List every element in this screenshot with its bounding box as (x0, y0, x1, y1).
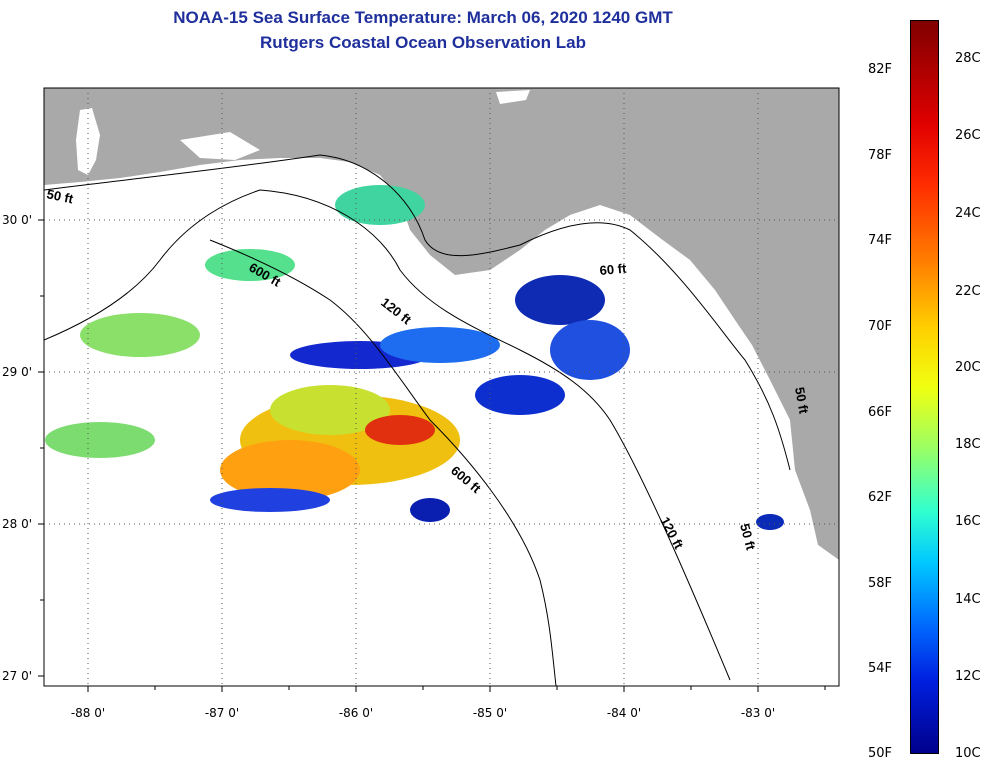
cb-c-10: 10C (955, 746, 981, 761)
contour-label-50ft-nw: 50 ft (45, 186, 75, 206)
cb-f-54: 54F (868, 661, 893, 676)
cb-c-20: 20C (955, 360, 981, 375)
land-bay-inlet (180, 132, 260, 160)
cb-f-50: 50F (868, 746, 893, 761)
lat-label-30: 30 0' (2, 213, 32, 227)
land-mobile-bay (76, 108, 100, 175)
cb-c-14: 14C (955, 592, 981, 607)
cb-c-22: 22C (955, 284, 981, 299)
cb-f-66: 66F (868, 405, 893, 420)
cb-c-12: 12C (955, 669, 981, 684)
land-panhandle (44, 88, 839, 560)
cb-f-78: 78F (868, 148, 893, 163)
sst-cloud-patches (45, 185, 784, 530)
cb-f-82: 82F (868, 62, 893, 77)
contour-label-50ft-south: 50 ft (737, 522, 759, 552)
cb-f-62: 62F (868, 490, 893, 505)
map-title: NOAA-15 Sea Surface Temperature: March 0… (173, 8, 673, 27)
axis-ticks (38, 219, 826, 692)
cb-f-58: 58F (868, 576, 893, 591)
cb-c-16: 16C (955, 514, 981, 529)
map-frame (43, 87, 840, 687)
land-lake (496, 90, 530, 104)
contour-label-50ft-far-east: 50 ft (792, 386, 812, 416)
lon-label-83: -83 0' (741, 706, 775, 720)
lat-label-27: 27 0' (2, 669, 32, 683)
land-big-bend-water (790, 540, 839, 686)
lon-label-86: -86 0' (339, 706, 373, 720)
lon-label-88: -88 0' (71, 706, 105, 720)
bathymetry-contours (44, 154, 791, 686)
cb-c-18: 18C (955, 437, 981, 452)
lon-label-87: -87 0' (205, 706, 239, 720)
cb-c-24: 24C (955, 206, 981, 221)
lon-label-84: -84 0' (607, 706, 641, 720)
map-subtitle: Rutgers Coastal Ocean Observation Lab (260, 33, 586, 52)
lat-label-28: 28 0' (2, 517, 32, 531)
cb-f-74: 74F (868, 233, 893, 248)
cb-c-26: 26C (955, 128, 981, 143)
cb-c-28: 28C (955, 51, 981, 66)
lon-label-85: -85 0' (473, 706, 507, 720)
contour-label-60ft-east: 60 ft (599, 261, 628, 278)
cb-f-70: 70F (868, 319, 893, 334)
colorbar (910, 20, 939, 754)
lat-label-29: 29 0' (2, 365, 32, 379)
